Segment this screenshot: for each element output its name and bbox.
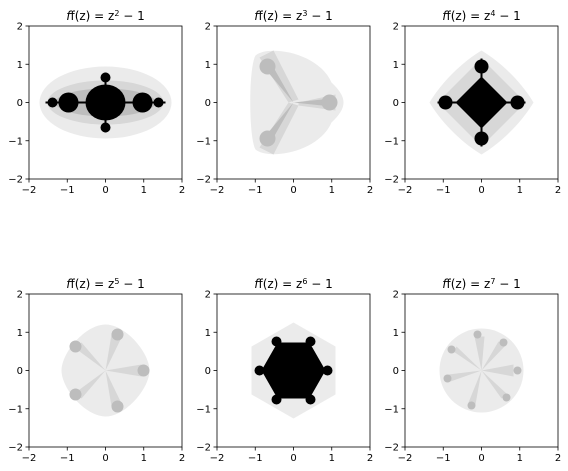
panel-z7: −2 −1 0 1 2 −2 −1 0 1 2 ff(z) = z7 − 1 xyxy=(384,277,561,465)
x-tick-label: 2 xyxy=(179,185,185,196)
y-tick-label: 2 xyxy=(17,290,23,301)
y-tick-label: 0 xyxy=(205,98,211,109)
y-tick-label: −2 xyxy=(196,175,211,186)
x-tick-label: −2 xyxy=(210,453,225,464)
y-tick-label: 0 xyxy=(17,366,23,377)
panel-title: ff(z) = z4 − 1 xyxy=(442,9,521,24)
panel-z2: −2 −1 0 1 2 −2 −1 0 1 2 ff(z) = z2 − 1 xyxy=(8,9,185,197)
x-tick-label: −2 xyxy=(22,185,37,196)
x-tick-label: −1 xyxy=(60,185,75,196)
panel-title: ff(z) = z7 − 1 xyxy=(442,277,521,292)
y-tick-label: 2 xyxy=(17,22,23,33)
x-tick-label: −1 xyxy=(436,185,451,196)
y-tick-label: 1 xyxy=(205,60,211,71)
panel-z4: −2 −1 0 1 2 −2 −1 0 1 2 ff(z) = z4 − 1 xyxy=(384,9,561,197)
x-ticks: −2 −1 0 1 2 xyxy=(398,447,561,464)
x-tick-label: −2 xyxy=(398,453,413,464)
x-tick-label: 2 xyxy=(179,453,185,464)
y-tick-label: −1 xyxy=(196,136,211,147)
y-tick-label: −2 xyxy=(196,443,211,454)
y-tick-label: 2 xyxy=(205,290,211,301)
panel-z6: −2 −1 0 1 2 −2 −1 0 1 2 ff(z) = z6 − 1 xyxy=(196,277,373,465)
x-tick-label: 2 xyxy=(367,453,373,464)
x-tick-label: 1 xyxy=(517,453,523,464)
y-tick-label: −1 xyxy=(8,136,23,147)
x-tick-label: 0 xyxy=(290,453,296,464)
y-tick-label: −2 xyxy=(8,175,23,186)
x-tick-label: −2 xyxy=(22,453,37,464)
y-tick-label: 2 xyxy=(393,22,399,33)
y-tick-label: 1 xyxy=(17,60,23,71)
y-ticks: −2 −1 0 1 2 xyxy=(8,290,29,454)
x-tick-label: 2 xyxy=(555,453,561,464)
y-tick-label: 1 xyxy=(393,328,399,339)
y-tick-label: −2 xyxy=(8,443,23,454)
y-tick-label: 0 xyxy=(17,98,23,109)
y-tick-label: −2 xyxy=(384,175,399,186)
x-tick-label: −1 xyxy=(60,453,75,464)
y-ticks: −2 −1 0 1 2 xyxy=(196,290,217,454)
x-tick-label: 1 xyxy=(329,185,335,196)
y-tick-label: 1 xyxy=(17,328,23,339)
y-ticks: −2 −1 0 1 2 xyxy=(196,22,217,186)
julia-set-z2 xyxy=(39,66,172,139)
panel-z3: −2 −1 0 1 2 −2 −1 0 1 2 ff(z) = z3 − 1 xyxy=(196,9,373,197)
x-tick-label: 0 xyxy=(478,453,484,464)
y-tick-label: 0 xyxy=(393,98,399,109)
panel-title: ff(z) = z2 − 1 xyxy=(66,9,145,24)
x-ticks: −2 −1 0 1 2 xyxy=(22,179,185,196)
x-ticks: −2 −1 0 1 2 xyxy=(398,179,561,196)
x-tick-label: −1 xyxy=(248,453,263,464)
x-tick-label: −2 xyxy=(398,185,413,196)
y-ticks: −2 −1 0 1 2 xyxy=(384,22,405,186)
julia-set-z5 xyxy=(61,324,150,417)
y-tick-label: 0 xyxy=(205,366,211,377)
x-tick-label: −2 xyxy=(210,185,225,196)
y-tick-label: 0 xyxy=(393,366,399,377)
x-tick-label: 1 xyxy=(141,453,147,464)
x-tick-label: 0 xyxy=(290,185,296,196)
panel-title: ff(z) = z6 − 1 xyxy=(254,277,333,292)
y-tick-label: −1 xyxy=(196,404,211,415)
x-tick-label: 0 xyxy=(478,185,484,196)
x-tick-label: 1 xyxy=(329,453,335,464)
y-tick-label: −2 xyxy=(384,443,399,454)
y-tick-label: 2 xyxy=(205,22,211,33)
julia-set-z4 xyxy=(429,50,534,155)
y-ticks: −2 −1 0 1 2 xyxy=(384,290,405,454)
y-tick-label: 1 xyxy=(393,60,399,71)
julia-set-z7 xyxy=(439,328,524,413)
y-tick-label: 2 xyxy=(393,290,399,301)
x-tick-label: −1 xyxy=(436,453,451,464)
julia-set-z3 xyxy=(250,50,344,155)
x-tick-label: 1 xyxy=(517,185,523,196)
x-tick-label: 0 xyxy=(102,453,108,464)
panel-z5: −2 −1 0 1 2 −2 −1 0 1 2 ff(z) = z5 − 1 xyxy=(8,277,185,465)
y-ticks: −2 −1 0 1 2 xyxy=(8,22,29,186)
x-tick-label: 2 xyxy=(555,185,561,196)
x-ticks: −2 −1 0 1 2 xyxy=(210,179,373,196)
panel-title: ff(z) = z5 − 1 xyxy=(66,277,145,292)
x-ticks: −2 −1 0 1 2 xyxy=(22,447,185,464)
y-tick-label: −1 xyxy=(8,404,23,415)
y-tick-label: −1 xyxy=(384,404,399,415)
x-tick-label: 2 xyxy=(367,185,373,196)
julia-set-z6 xyxy=(251,322,336,419)
panel-title: ff(z) = z3 − 1 xyxy=(254,9,333,24)
x-tick-label: −1 xyxy=(248,185,263,196)
x-tick-label: 1 xyxy=(141,185,147,196)
x-ticks: −2 −1 0 1 2 xyxy=(210,447,373,464)
x-tick-label: 0 xyxy=(102,185,108,196)
y-tick-label: −1 xyxy=(384,136,399,147)
y-tick-label: 1 xyxy=(205,328,211,339)
